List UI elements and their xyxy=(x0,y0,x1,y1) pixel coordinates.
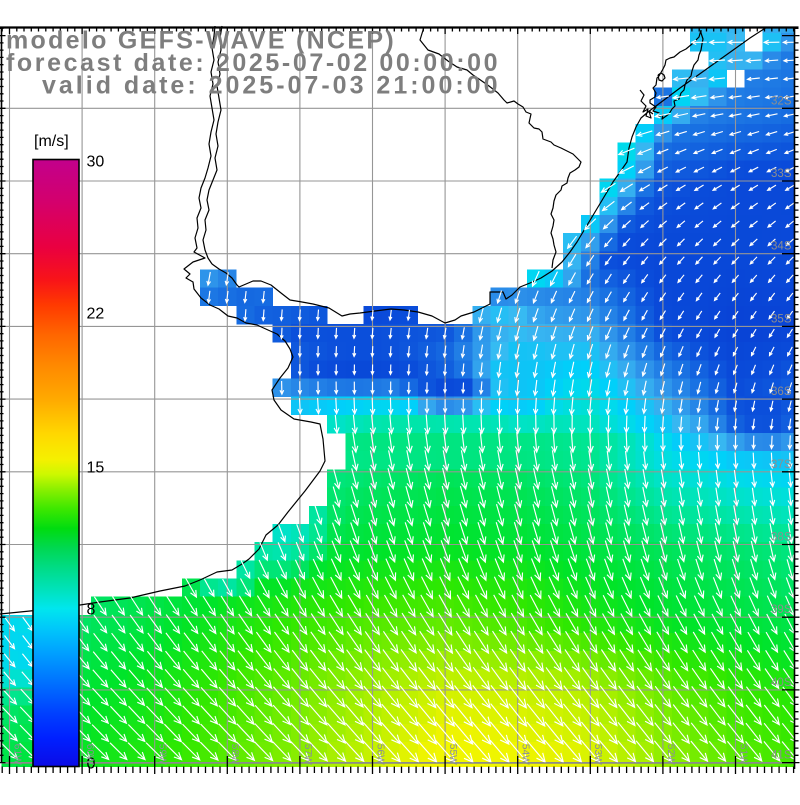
svg-text:54W: 54W xyxy=(520,744,531,765)
svg-text:39S: 39S xyxy=(771,604,792,616)
svg-text:36S: 36S xyxy=(771,386,792,398)
svg-text:53W: 53W xyxy=(592,744,603,765)
svg-text:0: 0 xyxy=(87,756,96,773)
svg-text:57W: 57W xyxy=(302,744,313,765)
svg-text:40S: 40S xyxy=(771,677,792,689)
svg-text:35S: 35S xyxy=(771,313,792,325)
svg-text:41S: 41S xyxy=(771,750,792,762)
svg-text:8: 8 xyxy=(87,602,96,619)
svg-text:38S: 38S xyxy=(771,532,792,544)
svg-text:forecast date: 2025-07-02 00:0: forecast date: 2025-07-02 00:00:00 xyxy=(6,49,500,77)
svg-text:60W: 60W xyxy=(84,744,95,765)
svg-text:30: 30 xyxy=(87,154,105,171)
svg-text:59W: 59W xyxy=(157,744,168,765)
svg-text:valid date: 2025-07-03 21:00:0: valid date: 2025-07-03 21:00:00 xyxy=(42,72,501,100)
svg-text:modelo GEFS-WAVE (NCEP): modelo GEFS-WAVE (NCEP) xyxy=(6,27,396,55)
svg-text:58W: 58W xyxy=(229,744,240,765)
svg-text:32S: 32S xyxy=(771,95,792,107)
svg-text:33S: 33S xyxy=(771,168,792,180)
svg-text:51W: 51W xyxy=(737,744,748,765)
svg-text:55W: 55W xyxy=(447,744,458,765)
svg-text:61W: 61W xyxy=(11,744,22,765)
svg-text:22: 22 xyxy=(87,306,105,323)
svg-text:34S: 34S xyxy=(771,241,792,253)
svg-text:52W: 52W xyxy=(665,744,676,765)
svg-text:37S: 37S xyxy=(771,459,792,471)
svg-text:[m/s]: [m/s] xyxy=(34,133,69,150)
svg-text:15: 15 xyxy=(87,460,105,477)
svg-text:56W: 56W xyxy=(374,744,385,765)
